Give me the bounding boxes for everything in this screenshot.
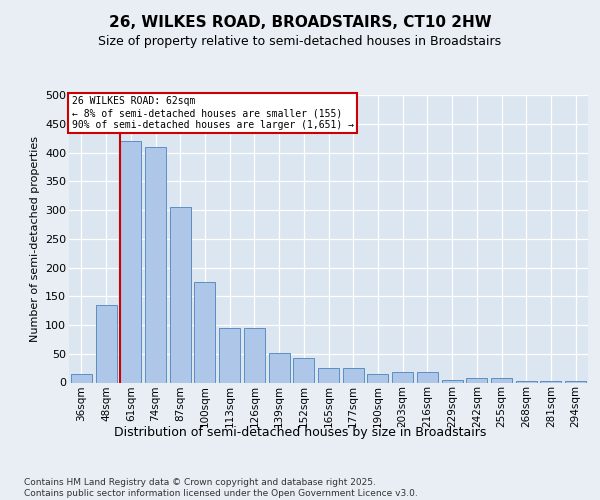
Bar	[293, 358, 314, 382]
Text: 26, WILKES ROAD, BROADSTAIRS, CT10 2HW: 26, WILKES ROAD, BROADSTAIRS, CT10 2HW	[109, 15, 491, 30]
Bar	[145, 147, 166, 382]
Bar	[367, 374, 388, 382]
Bar	[541, 381, 562, 382]
Text: Contains HM Land Registry data © Crown copyright and database right 2025.
Contai: Contains HM Land Registry data © Crown c…	[24, 478, 418, 498]
Bar	[442, 380, 463, 382]
Bar	[170, 207, 191, 382]
Bar	[491, 378, 512, 382]
Bar	[194, 282, 215, 382]
Text: 26 WILKES ROAD: 62sqm
← 8% of semi-detached houses are smaller (155)
90% of semi: 26 WILKES ROAD: 62sqm ← 8% of semi-detac…	[71, 96, 353, 130]
Bar	[95, 305, 116, 382]
Bar	[565, 381, 586, 382]
Bar	[318, 368, 339, 382]
Bar	[516, 381, 537, 382]
Bar	[392, 372, 413, 382]
Bar	[71, 374, 92, 382]
Bar	[417, 372, 438, 382]
Text: Size of property relative to semi-detached houses in Broadstairs: Size of property relative to semi-detach…	[98, 34, 502, 48]
Bar	[343, 368, 364, 382]
Bar	[269, 352, 290, 382]
Bar	[219, 328, 240, 382]
Bar	[120, 141, 141, 382]
Text: Distribution of semi-detached houses by size in Broadstairs: Distribution of semi-detached houses by …	[114, 426, 486, 439]
Y-axis label: Number of semi-detached properties: Number of semi-detached properties	[29, 136, 40, 342]
Bar	[466, 378, 487, 382]
Bar	[244, 328, 265, 382]
